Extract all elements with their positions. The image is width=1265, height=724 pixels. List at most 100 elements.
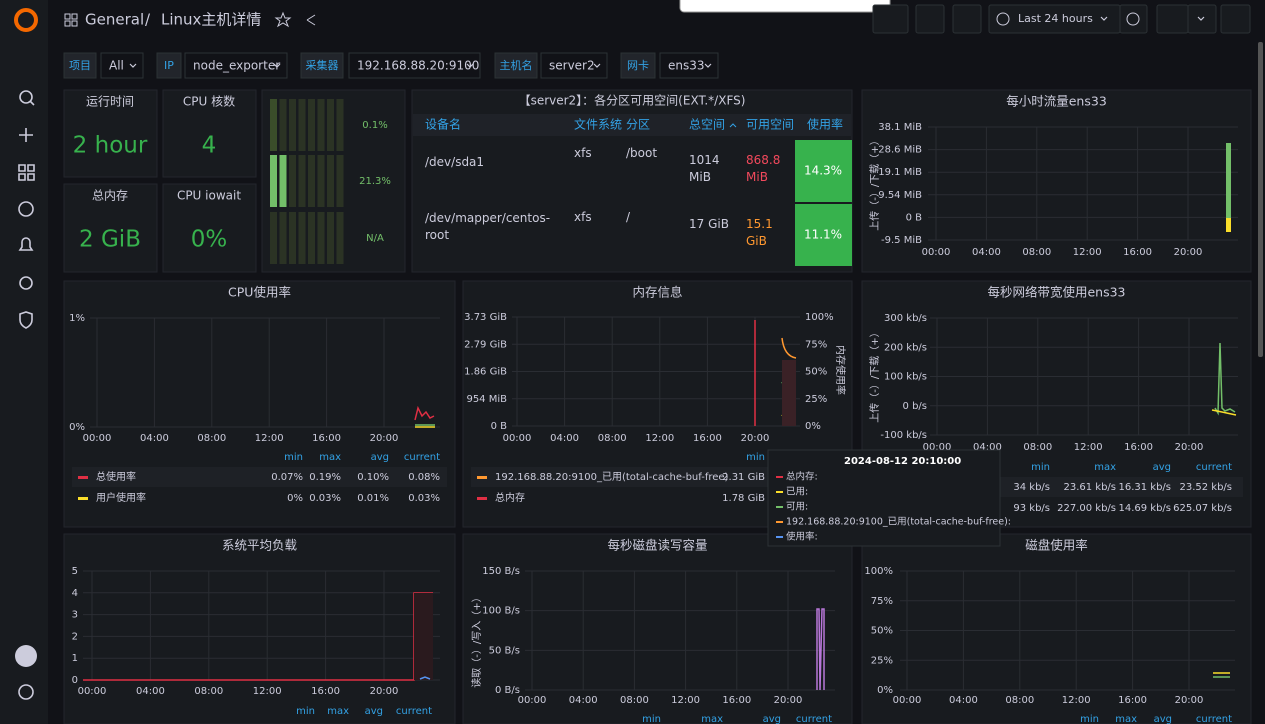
stat-title: CPU 核数: [183, 94, 235, 109]
table-cell: 11.1%: [804, 228, 842, 242]
y-tick-label: 1.86 GiB: [464, 367, 507, 378]
x-tick-label: 00:00: [503, 433, 532, 444]
star-icon[interactable]: [274, 11, 292, 28]
table-cell: /boot: [626, 146, 657, 160]
gauge-cell: [308, 212, 315, 264]
legend-name[interactable]: 192.168.88.20:9100_已用(total-cache-buf-fr…: [495, 472, 729, 483]
legend-header[interactable]: max: [319, 452, 341, 463]
search-icon[interactable]: [19, 90, 33, 104]
x-tick-label: 20:00: [1175, 442, 1204, 453]
table-cell: /dev/mapper/centos-root: [425, 211, 551, 242]
tooltip-item: 使用率:: [786, 531, 818, 543]
toolbar-button[interactable]: [1220, 4, 1251, 34]
alert-icon[interactable]: [18, 237, 34, 251]
y-tick-label: 1%: [69, 313, 85, 324]
toolbar-button[interactable]: [915, 4, 945, 34]
variable-select[interactable]: [659, 52, 719, 79]
gauge-cell: [289, 99, 296, 151]
toolbar-button[interactable]: [872, 4, 909, 34]
dashboards-icon[interactable]: [18, 164, 35, 181]
panel-title: 每小时流量ens33: [1006, 94, 1107, 109]
legend-header[interactable]: current: [796, 714, 832, 724]
breadcrumb-separator: /: [145, 11, 151, 29]
legend-header[interactable]: avg: [1154, 714, 1172, 724]
legend-header[interactable]: min: [642, 714, 661, 724]
y-tick-label: 50 B/s: [489, 645, 520, 656]
x-tick-label: 20:00: [774, 695, 803, 706]
config-icon[interactable]: [19, 276, 33, 290]
gauge-cell: [298, 212, 306, 264]
legend-header[interactable]: min: [746, 452, 765, 463]
create-icon[interactable]: [19, 128, 33, 142]
stat-title: CPU iowait: [177, 189, 241, 203]
x-tick-label: 20:00: [1174, 247, 1203, 258]
gauge-cell: [289, 212, 296, 264]
y2-tick-label: 25%: [805, 394, 827, 405]
logo[interactable]: [14, 8, 38, 32]
panel-title: 每秒网络带宽使用ens33: [987, 285, 1125, 300]
chevron: [466, 63, 474, 68]
variable-select[interactable]: [184, 52, 288, 79]
table-header-cell[interactable]: 设备名: [425, 117, 461, 132]
gauge-cell: [270, 99, 277, 151]
toolbar-button[interactable]: [1119, 4, 1148, 34]
legend-header[interactable]: current: [404, 452, 440, 463]
legend-header[interactable]: current: [1196, 714, 1232, 724]
table-cell: xfs: [574, 210, 592, 224]
legend-name[interactable]: 总内存: [495, 491, 525, 504]
gauge-cell: [327, 212, 334, 264]
y-tick-label: 0 B/s: [495, 685, 520, 696]
y-tick-label: 300 kb/s: [884, 313, 927, 324]
y-tick-label: 0: [72, 675, 78, 686]
legend-header[interactable]: avg: [371, 452, 389, 463]
x-tick-label: 20:00: [370, 433, 399, 444]
legend-name[interactable]: 用户使用率: [96, 491, 146, 504]
legend-header[interactable]: max: [327, 706, 349, 717]
gauge-cell: [336, 99, 344, 151]
toolbar-button[interactable]: [1156, 4, 1189, 34]
series-line: [1214, 342, 1236, 416]
explore-icon[interactable]: [18, 201, 34, 217]
legend-value: 23.61 kb/s: [1063, 482, 1116, 493]
stat-value: 4: [202, 133, 217, 159]
gauge-cell: [308, 99, 315, 151]
variable-select[interactable]: [100, 52, 144, 79]
series-line: [781, 337, 797, 359]
avatar[interactable]: [15, 645, 37, 667]
legend-header[interactable]: max: [1115, 714, 1137, 724]
gauge-cell: [336, 155, 344, 207]
legend-header[interactable]: avg: [763, 714, 781, 724]
legend-header[interactable]: min: [284, 452, 303, 463]
toolbar-button[interactable]: [952, 4, 982, 34]
gauge-cell: [317, 99, 325, 151]
legend-header[interactable]: current: [396, 706, 432, 717]
legend-header[interactable]: min: [1031, 462, 1050, 473]
legend-header[interactable]: avg: [1153, 462, 1171, 473]
stat-value: 2 hour: [73, 133, 148, 159]
x-tick-label: 04:00: [136, 686, 165, 697]
table-header-cell[interactable]: 分区: [626, 118, 650, 132]
series-line: [414, 593, 433, 680]
legend-header[interactable]: avg: [365, 706, 383, 717]
legend-header[interactable]: min: [296, 706, 315, 717]
variable-select[interactable]: [348, 52, 481, 79]
table-header-cell[interactable]: 可用空间: [746, 118, 794, 132]
legend-header[interactable]: max: [701, 714, 723, 724]
shield-icon[interactable]: [19, 311, 33, 329]
legend-header[interactable]: current: [1196, 462, 1232, 473]
legend-header[interactable]: max: [1094, 462, 1116, 473]
scrollbar[interactable]: [1258, 42, 1263, 357]
table-cell: 1014 MiB: [689, 153, 720, 184]
panel-title: 磁盘使用率: [1025, 538, 1088, 553]
table-header-cell[interactable]: 文件系统: [574, 117, 622, 132]
gauge-cell: [270, 212, 277, 264]
help-icon[interactable]: [18, 684, 34, 700]
legend-name[interactable]: 总使用率: [96, 470, 136, 483]
table-header-cell[interactable]: 使用率: [807, 117, 843, 132]
legend-value: 93 kb/s: [1013, 503, 1050, 514]
legend-value: 0.08%: [408, 472, 440, 483]
series-line: [1226, 218, 1231, 232]
table-header-cell[interactable]: 总空间: [689, 118, 725, 132]
legend-header[interactable]: min: [1080, 714, 1099, 724]
y-tick-label: 100 B/s: [482, 606, 520, 617]
